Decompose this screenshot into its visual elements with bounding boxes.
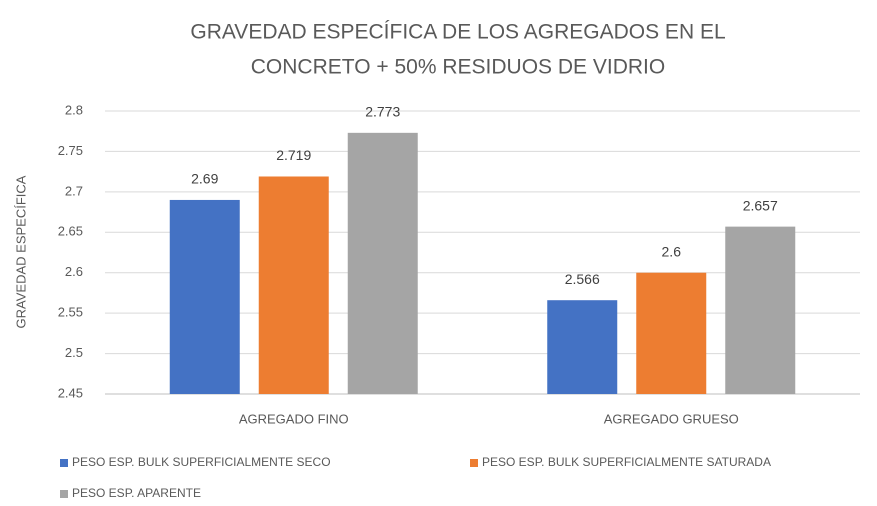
bar (547, 300, 618, 394)
legend-swatch (60, 459, 68, 467)
bar (169, 199, 240, 394)
x-tick-label: AGREGADO GRUESO (604, 411, 739, 426)
y-tick-label: 2.8 (65, 102, 83, 117)
y-tick-label: 2.6 (65, 264, 83, 279)
data-label: 2.657 (743, 197, 778, 213)
bar (347, 132, 418, 394)
chart-title: GRAVEDAD ESPECÍFICA DE LOS AGREGADOS EN … (190, 21, 725, 44)
y-tick-label: 2.55 (58, 305, 83, 320)
data-label: 2.6 (662, 243, 682, 259)
legend-swatch (60, 490, 68, 498)
bar (636, 272, 707, 394)
data-label: 2.69 (191, 171, 218, 187)
y-tick-label: 2.5 (65, 345, 83, 360)
y-axis-label: GRAVEDAD ESPECÍFICA (13, 175, 28, 328)
data-label: 2.566 (565, 271, 600, 287)
y-tick-label: 2.75 (58, 143, 83, 158)
legend-label: PESO ESP. APARENTE (72, 486, 201, 500)
legend-swatch (470, 459, 478, 467)
bar (258, 176, 329, 394)
y-tick-label: 2.45 (58, 385, 83, 400)
legend-label: PESO ESP. BULK SUPERFICIALMENTE SATURADA (482, 455, 771, 469)
legend-label: PESO ESP. BULK SUPERFICIALMENTE SECO (72, 455, 331, 469)
x-tick-label: AGREGADO FINO (239, 411, 349, 426)
data-label: 2.719 (276, 147, 311, 163)
y-tick-label: 2.7 (65, 183, 83, 198)
y-tick-label: 2.65 (58, 224, 83, 239)
chart-title: CONCRETO + 50% RESIDUOS DE VIDRIO (251, 56, 665, 79)
bar (725, 226, 796, 394)
data-label: 2.773 (365, 104, 400, 120)
